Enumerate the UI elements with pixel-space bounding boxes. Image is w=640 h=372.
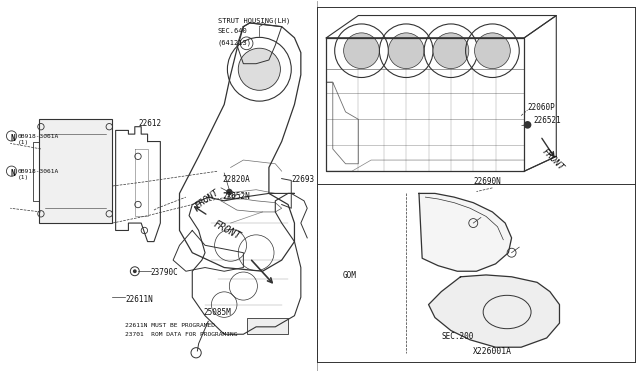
- Text: X226001A: X226001A: [473, 347, 512, 356]
- Text: 22652N: 22652N: [223, 192, 251, 201]
- Text: FRONT: FRONT: [193, 188, 221, 211]
- Text: 0B918-3061A
(1): 0B918-3061A (1): [18, 134, 59, 145]
- Polygon shape: [419, 193, 511, 271]
- Text: FRONT: FRONT: [540, 147, 566, 173]
- Polygon shape: [429, 275, 559, 347]
- Text: 226521: 226521: [534, 116, 562, 125]
- Circle shape: [474, 33, 510, 68]
- Text: 22690N: 22690N: [473, 177, 501, 186]
- Circle shape: [388, 33, 424, 68]
- Circle shape: [238, 48, 280, 90]
- Text: 22612: 22612: [138, 119, 161, 128]
- Bar: [39, 119, 113, 223]
- Text: FRONT: FRONT: [212, 219, 243, 242]
- Text: 22693: 22693: [291, 175, 314, 184]
- Circle shape: [133, 269, 137, 273]
- Circle shape: [524, 121, 531, 129]
- Text: STRUT HOUSING(LH): STRUT HOUSING(LH): [218, 17, 290, 24]
- Text: N: N: [10, 169, 15, 178]
- Bar: [246, 318, 288, 334]
- Text: (641213): (641213): [218, 39, 252, 46]
- Text: SEC.640: SEC.640: [218, 29, 248, 35]
- Text: 22820A: 22820A: [223, 175, 251, 184]
- Circle shape: [344, 33, 380, 68]
- Text: 23790C: 23790C: [151, 267, 179, 276]
- Circle shape: [226, 189, 232, 195]
- Circle shape: [433, 33, 468, 68]
- Text: N: N: [10, 134, 15, 143]
- Text: 22060P: 22060P: [527, 103, 556, 112]
- Text: GOM: GOM: [342, 271, 356, 280]
- Text: 22611N MUST BE PROGRAMED: 22611N MUST BE PROGRAMED: [125, 323, 215, 328]
- Text: 22611N: 22611N: [125, 295, 153, 304]
- Text: 0B918-3061A
(1): 0B918-3061A (1): [18, 169, 59, 180]
- Text: 23701  ROM DATA FOR PROGRAMING: 23701 ROM DATA FOR PROGRAMING: [125, 333, 237, 337]
- Text: 25085M: 25085M: [204, 308, 232, 317]
- Text: SEC.200: SEC.200: [442, 333, 474, 341]
